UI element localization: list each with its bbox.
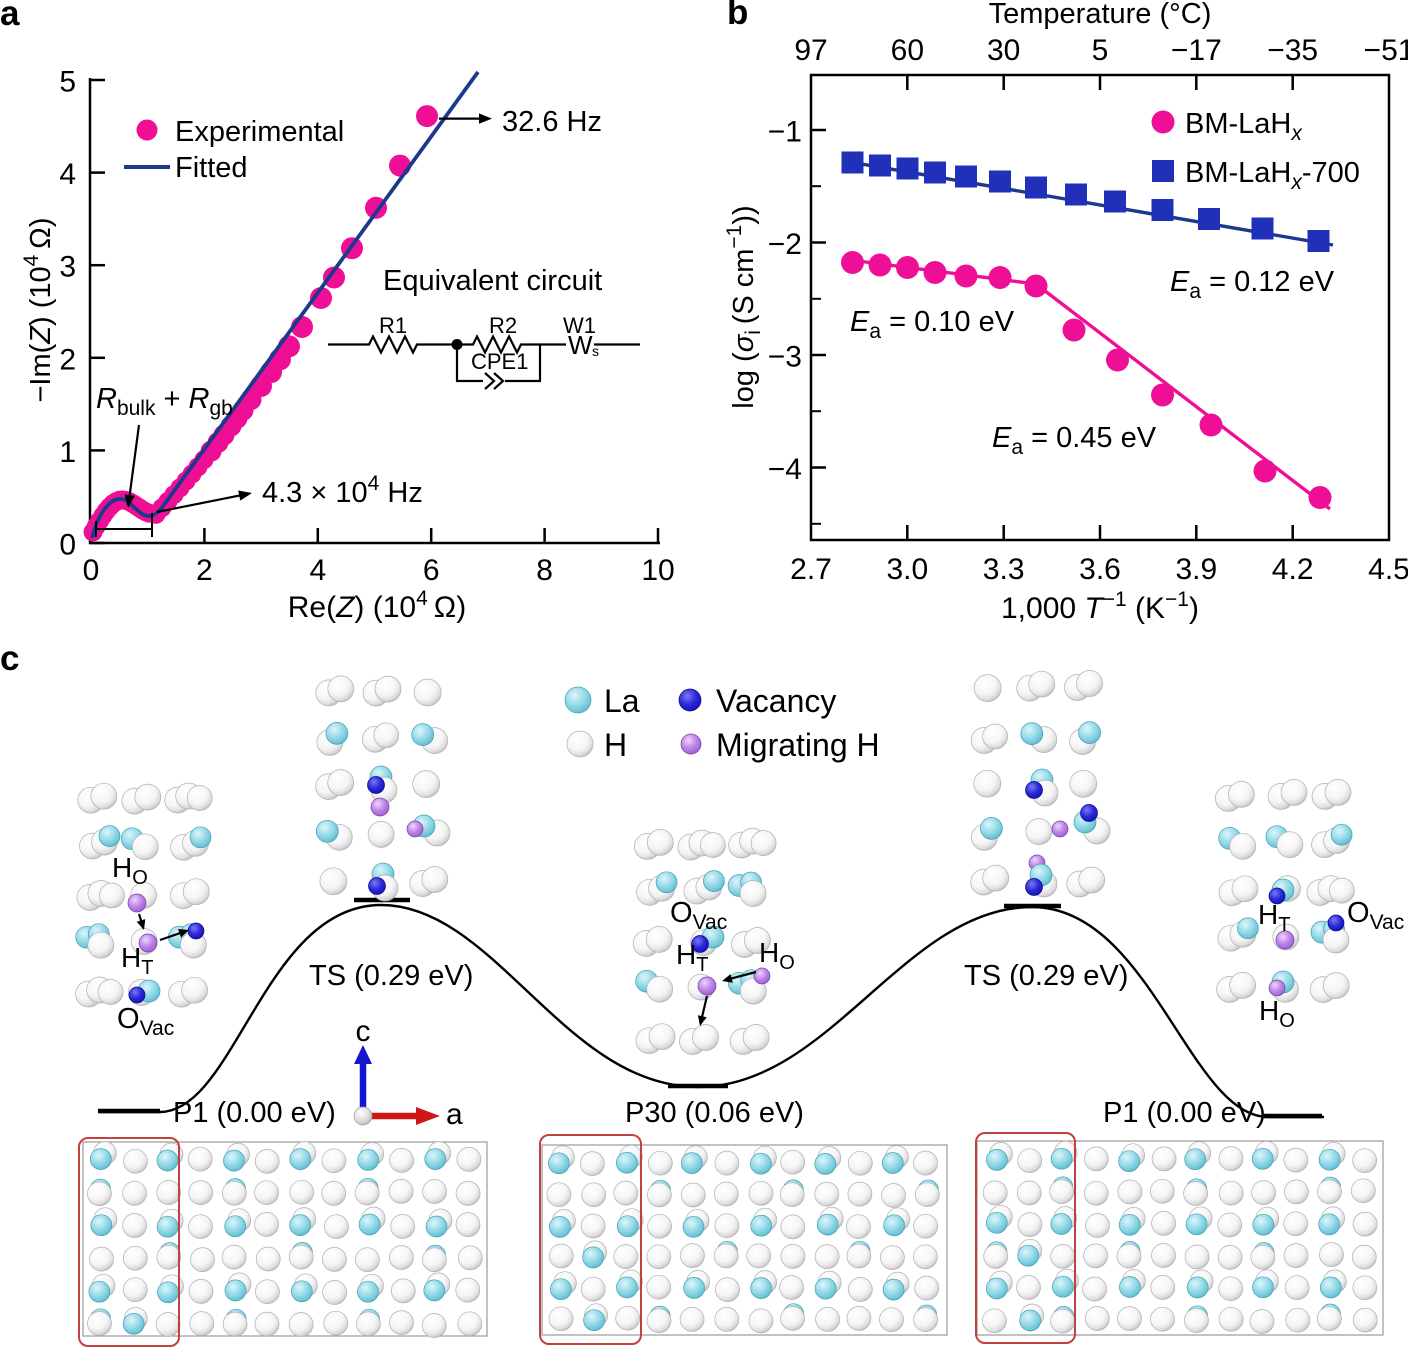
svg-text:4.3 × 104 Hz: 4.3 × 104 Hz [262,472,423,509]
svg-text:BM-LaHx-700: BM-LaHx-700 [1185,157,1360,194]
svg-text:1,000 T−1 (K−1): 1,000 T−1 (K−1) [1001,588,1199,625]
svg-text:−Im(Z) (104 Ω): −Im(Z) (104 Ω) [20,217,57,402]
svg-text:3.3: 3.3 [983,553,1025,586]
svg-text:Ea = 0.12 eV: Ea = 0.12 eV [1170,266,1335,303]
svg-text:Fitted: Fitted [175,152,248,184]
svg-text:5: 5 [59,66,76,99]
svg-text:−51: −51 [1364,34,1408,67]
svg-text:−3: −3 [768,341,802,374]
svg-text:0: 0 [59,529,76,562]
svg-text:3.9: 3.9 [1175,553,1217,586]
svg-text:Ea = 0.10 eV: Ea = 0.10 eV [850,306,1015,343]
svg-text:2: 2 [59,343,76,376]
svg-text:10: 10 [641,554,674,587]
svg-text:1: 1 [59,436,76,469]
svg-text:5: 5 [1092,34,1109,67]
svg-text:Migrating H: Migrating H [716,727,880,763]
svg-text:P1 (0.00 eV): P1 (0.00 eV) [1103,1097,1266,1129]
svg-text:0: 0 [83,554,100,587]
svg-text:3.6: 3.6 [1079,553,1121,586]
svg-text:log (σi (S cm−1)): log (σi (S cm−1)) [723,205,765,408]
svg-text:a: a [446,1098,463,1131]
svg-text:4: 4 [59,158,76,191]
svg-text:HT: HT [1258,899,1290,936]
svg-text:c: c [0,639,19,678]
svg-text:Re(Z) (104 Ω): Re(Z) (104 Ω) [288,587,466,624]
svg-text:−2: −2 [768,228,802,261]
svg-text:97: 97 [794,34,827,67]
svg-text:W1: W1 [563,313,596,338]
svg-text:OVac: OVac [1347,897,1404,934]
svg-text:TS (0.29 eV): TS (0.29 eV) [964,960,1128,992]
svg-text:3: 3 [59,251,76,284]
svg-text:−35: −35 [1267,34,1318,67]
svg-text:Rbulk + Rgb: Rbulk + Rgb [96,383,233,420]
svg-text:a: a [0,0,20,33]
svg-text:P1 (0.00 eV): P1 (0.00 eV) [173,1097,336,1129]
svg-text:c: c [356,1015,371,1048]
svg-text:Ea = 0.45 eV: Ea = 0.45 eV [992,422,1157,459]
svg-text:−1: −1 [768,116,802,149]
svg-text:3.0: 3.0 [886,553,928,586]
svg-text:b: b [727,0,748,32]
svg-text:6: 6 [423,554,440,587]
svg-text:32.6 Hz: 32.6 Hz [502,106,602,138]
svg-text:R2: R2 [489,313,517,338]
svg-text:4: 4 [309,554,326,587]
svg-text:2.7: 2.7 [790,553,832,586]
svg-text:−4: −4 [768,453,802,486]
svg-text:4.2: 4.2 [1272,553,1314,586]
svg-text:60: 60 [891,34,924,67]
svg-text:Vacancy: Vacancy [716,683,836,719]
svg-text:8: 8 [536,554,553,587]
svg-text:W: W [568,330,593,360]
svg-text:4.5: 4.5 [1368,553,1408,586]
svg-text:R1: R1 [379,313,407,338]
svg-text:TS (0.29 eV): TS (0.29 eV) [309,960,473,992]
svg-text:2: 2 [196,554,213,587]
svg-text:s: s [592,343,599,359]
svg-text:−17: −17 [1171,34,1222,67]
svg-text:OVac: OVac [117,1003,174,1040]
svg-text:Equivalent circuit: Equivalent circuit [383,265,602,297]
svg-text:30: 30 [987,34,1020,67]
svg-text:BM-LaHx: BM-LaHx [1185,108,1303,145]
svg-text:CPE1: CPE1 [471,349,528,374]
svg-text:La: La [604,683,640,719]
svg-text:Temperature (°C): Temperature (°C) [989,0,1212,30]
svg-text:P30 (0.06 eV): P30 (0.06 eV) [625,1097,804,1129]
svg-text:Experimental: Experimental [175,116,344,148]
svg-text:H: H [604,727,627,763]
svg-text:HT: HT [121,942,153,979]
